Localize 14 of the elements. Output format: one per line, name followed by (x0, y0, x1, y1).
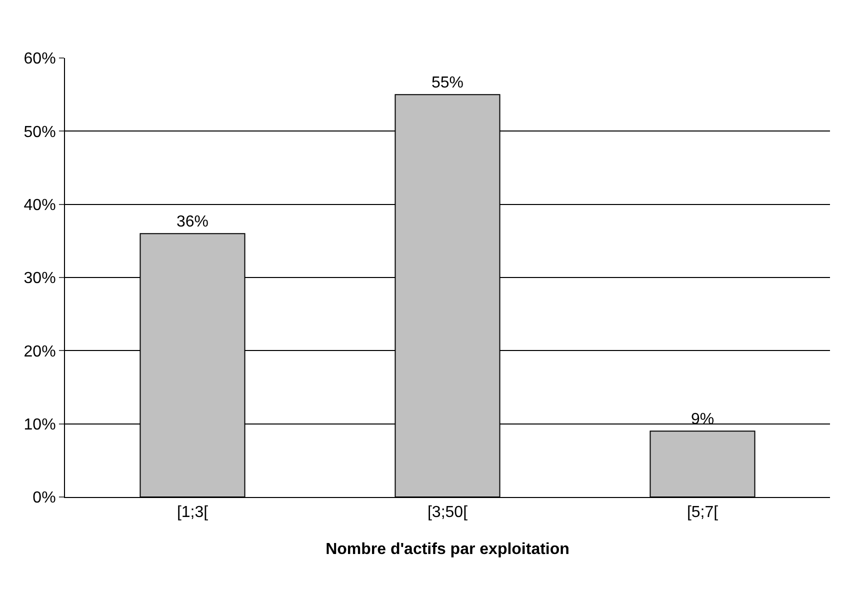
x-tick-label: [3;50[ (427, 504, 468, 522)
y-tick-label: 30% (24, 270, 56, 288)
y-tick-label: 50% (24, 124, 56, 141)
x-axis-title: Nombre d'actifs par exploitation (326, 540, 570, 558)
data-label: 55% (431, 74, 464, 92)
y-tick-label: 60% (24, 50, 56, 68)
x-tick-label: [1;3[ (176, 504, 209, 522)
data-label: 36% (176, 214, 209, 231)
y-tick-label: 10% (24, 416, 56, 434)
y-tick-label: 20% (24, 343, 56, 360)
x-tick-label: [5;7[ (686, 504, 719, 522)
data-label: 9% (690, 411, 714, 428)
y-tick-label: 0% (32, 490, 56, 507)
y-tick-label: 40% (24, 196, 56, 214)
